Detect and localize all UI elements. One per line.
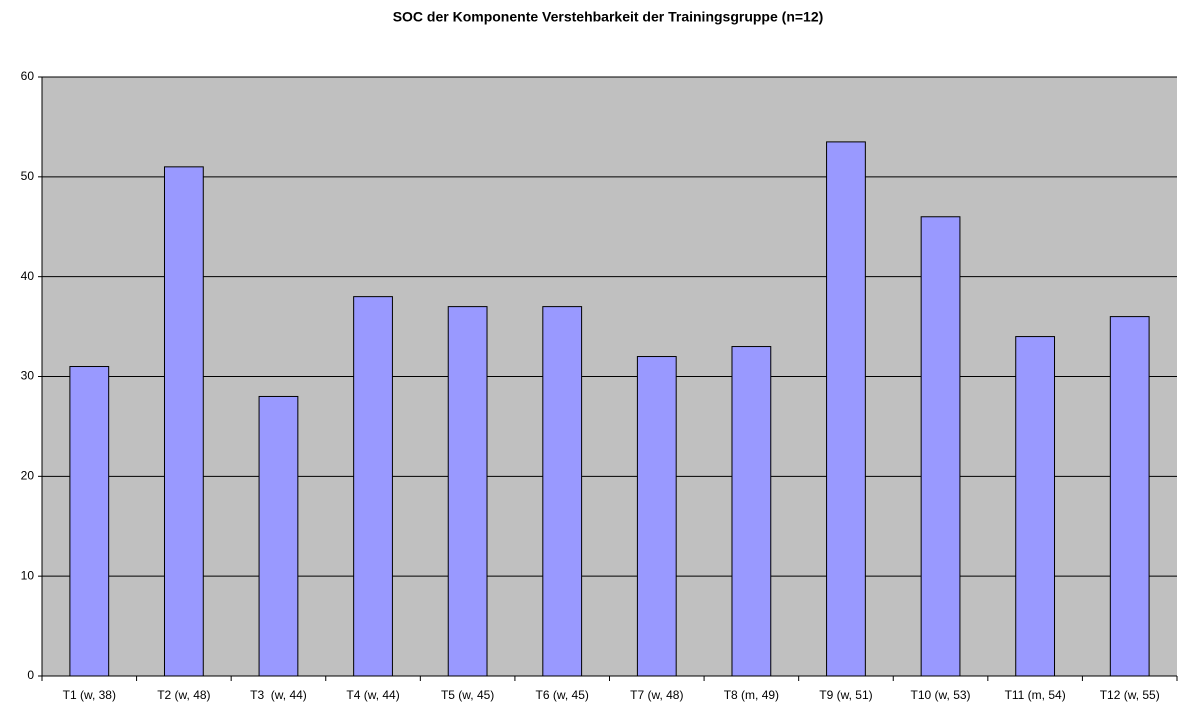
- y-tick-label: 60: [21, 69, 35, 83]
- x-tick-label: T5 (w, 45): [441, 688, 494, 702]
- x-tick-label: T1 (w, 38): [63, 688, 116, 702]
- bar: [920, 216, 961, 677]
- bar: [258, 395, 299, 677]
- x-tick-label: T7 (w, 48): [630, 688, 683, 702]
- bar: [542, 306, 583, 677]
- x-tick-label: T10 (w, 53): [911, 688, 971, 702]
- bar: [636, 356, 677, 677]
- y-tick-label: 40: [21, 269, 35, 283]
- y-tick-label: 50: [21, 169, 35, 183]
- bar: [826, 141, 866, 677]
- bar: [447, 306, 488, 677]
- chart-title: SOC der Komponente Verstehbarkeit der Tr…: [393, 9, 824, 25]
- bar: [353, 296, 393, 677]
- x-tick-label: T8 (m, 49): [724, 688, 779, 702]
- bar: [1015, 336, 1056, 677]
- y-tick-label: 0: [27, 668, 34, 682]
- y-tick-label: 10: [21, 568, 35, 582]
- y-tick-label: 30: [21, 369, 35, 383]
- x-tick-label: T2 (w, 48): [157, 688, 210, 702]
- bar: [69, 366, 110, 677]
- bar: [731, 346, 772, 677]
- x-tick-label: T6 (w, 45): [536, 688, 589, 702]
- x-tick-label: T3 (w, 44): [250, 688, 307, 702]
- x-tick-label: T9 (w, 51): [819, 688, 872, 702]
- bar: [1109, 316, 1150, 677]
- y-tick-label: 20: [21, 469, 35, 483]
- x-tick-label: T12 (w, 55): [1100, 688, 1160, 702]
- x-tick-label: T4 (w, 44): [346, 688, 399, 702]
- x-tick-label: T11 (m, 54): [1005, 688, 1066, 702]
- bar: [163, 166, 204, 677]
